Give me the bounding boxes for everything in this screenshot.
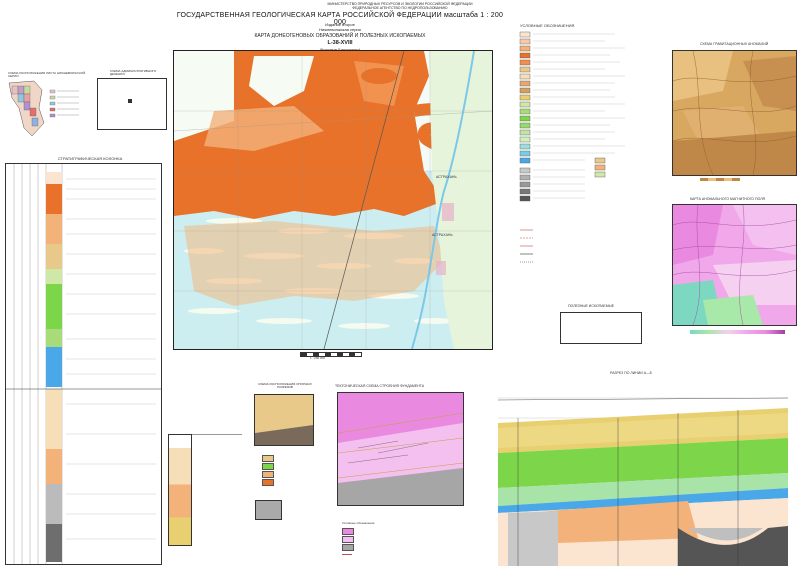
main-map-graphic <box>174 51 492 349</box>
magnetic-map[interactable] <box>672 204 797 326</box>
legend-panel <box>515 30 650 330</box>
strat-column-graphic <box>6 164 161 564</box>
cross-section-graphic <box>488 378 796 566</box>
borehole-notes <box>192 434 242 545</box>
tectonic-legend-title: Условные обозначения <box>342 521 375 525</box>
gravity-scale <box>700 178 740 181</box>
sheet-number: L-38-XVIII <box>327 40 353 46</box>
cross-section[interactable] <box>488 378 796 566</box>
sheet-name: (Красные Баррикады) <box>280 47 400 52</box>
gravity-scheme-graphic <box>673 51 796 175</box>
section-title: РАЗРЕЗ ПО ЛИНИИ А—Б <box>610 371 652 375</box>
ministry-line-2: ФЕДЕРАЛЬНОЕ АГЕНТСТВО ПО НЕДРОПОЛЬЗОВАНИ… <box>352 6 448 10</box>
ministry-line-1: МИНИСТЕРСТВО ПРИРОДНЫХ РЕСУРСОВ И ЭКОЛОГ… <box>327 2 473 6</box>
city-label-2: АСТРАХАНЬ <box>432 233 453 237</box>
small-scheme-legend <box>262 455 308 495</box>
borehole-column <box>168 434 192 546</box>
legend-graphic <box>519 31 625 263</box>
main-map[interactable]: АСТРАХАНЬ АСТРАХАНЬ <box>173 50 493 350</box>
legend-title: УСЛОВНЫЕ ОБОЗНАЧЕНИЯ <box>520 23 575 28</box>
gravity-scheme-title: СХЕМА ГРАВИТАЦИОННЫХ АНОМАЛИЙ <box>700 42 769 46</box>
tectonic-scheme[interactable] <box>337 392 464 506</box>
main-title: ГОСУДАРСТВЕННАЯ ГЕОЛОГИЧЕСКАЯ КАРТА РОСС… <box>176 12 504 26</box>
minerals-table <box>560 312 642 344</box>
location-scheme <box>8 80 79 137</box>
strat-column-title: СТРАТИГРАФИЧЕСКАЯ КОЛОНКА <box>57 156 123 161</box>
map-name: КАРТА ДОНЕОГЕНОВЫХ ОБРАЗОВАНИЙ И ПОЛЕЗНЫ… <box>254 33 426 39</box>
edition-text: Издание второе <box>325 22 355 27</box>
small-borehole <box>255 500 282 520</box>
small-scheme <box>254 394 314 446</box>
magnetic-map-graphic <box>673 205 796 325</box>
strat-column <box>5 163 162 565</box>
series-text: Нижневолжская серия <box>319 27 361 32</box>
magnetic-scale <box>690 330 785 334</box>
map-scale-label: 1 : 200 000 <box>310 356 326 360</box>
admin-scheme-marker <box>128 99 132 103</box>
tectonic-scheme-graphic <box>338 393 463 505</box>
minerals-title: ПОЛЕЗНЫЕ ИСКОПАЕМЫЕ <box>568 304 615 308</box>
tectonic-legend <box>342 528 422 564</box>
admin-scheme-frame <box>97 78 167 130</box>
small-scheme-title: СХЕМА РАСПОЛОЖЕНИЯ ОПОРНЫХ РАЗРЕЗОВ <box>258 382 312 389</box>
tectonic-title: ТЕКТОНИЧЕСКАЯ СХЕМА СТРОЕНИЯ ФУНДАМЕНТА <box>335 384 425 388</box>
gravity-scheme[interactable] <box>672 50 797 176</box>
admin-scheme-title: СХЕМА АДМИНИСТРАТИВНОГО ДЕЛЕНИЯ <box>110 69 157 76</box>
map-scale-bar <box>300 352 362 357</box>
location-scheme-title: СХЕМА РАСПОЛОЖЕНИЯ ЛИСТА НИЖНЕВОЛЖСКОЙ С… <box>8 71 86 78</box>
city-label-1: АСТРАХАНЬ <box>436 175 457 179</box>
magnetic-map-title: КАРТА АНОМАЛЬНОГО МАГНИТНОГО ПОЛЯ <box>690 197 766 201</box>
